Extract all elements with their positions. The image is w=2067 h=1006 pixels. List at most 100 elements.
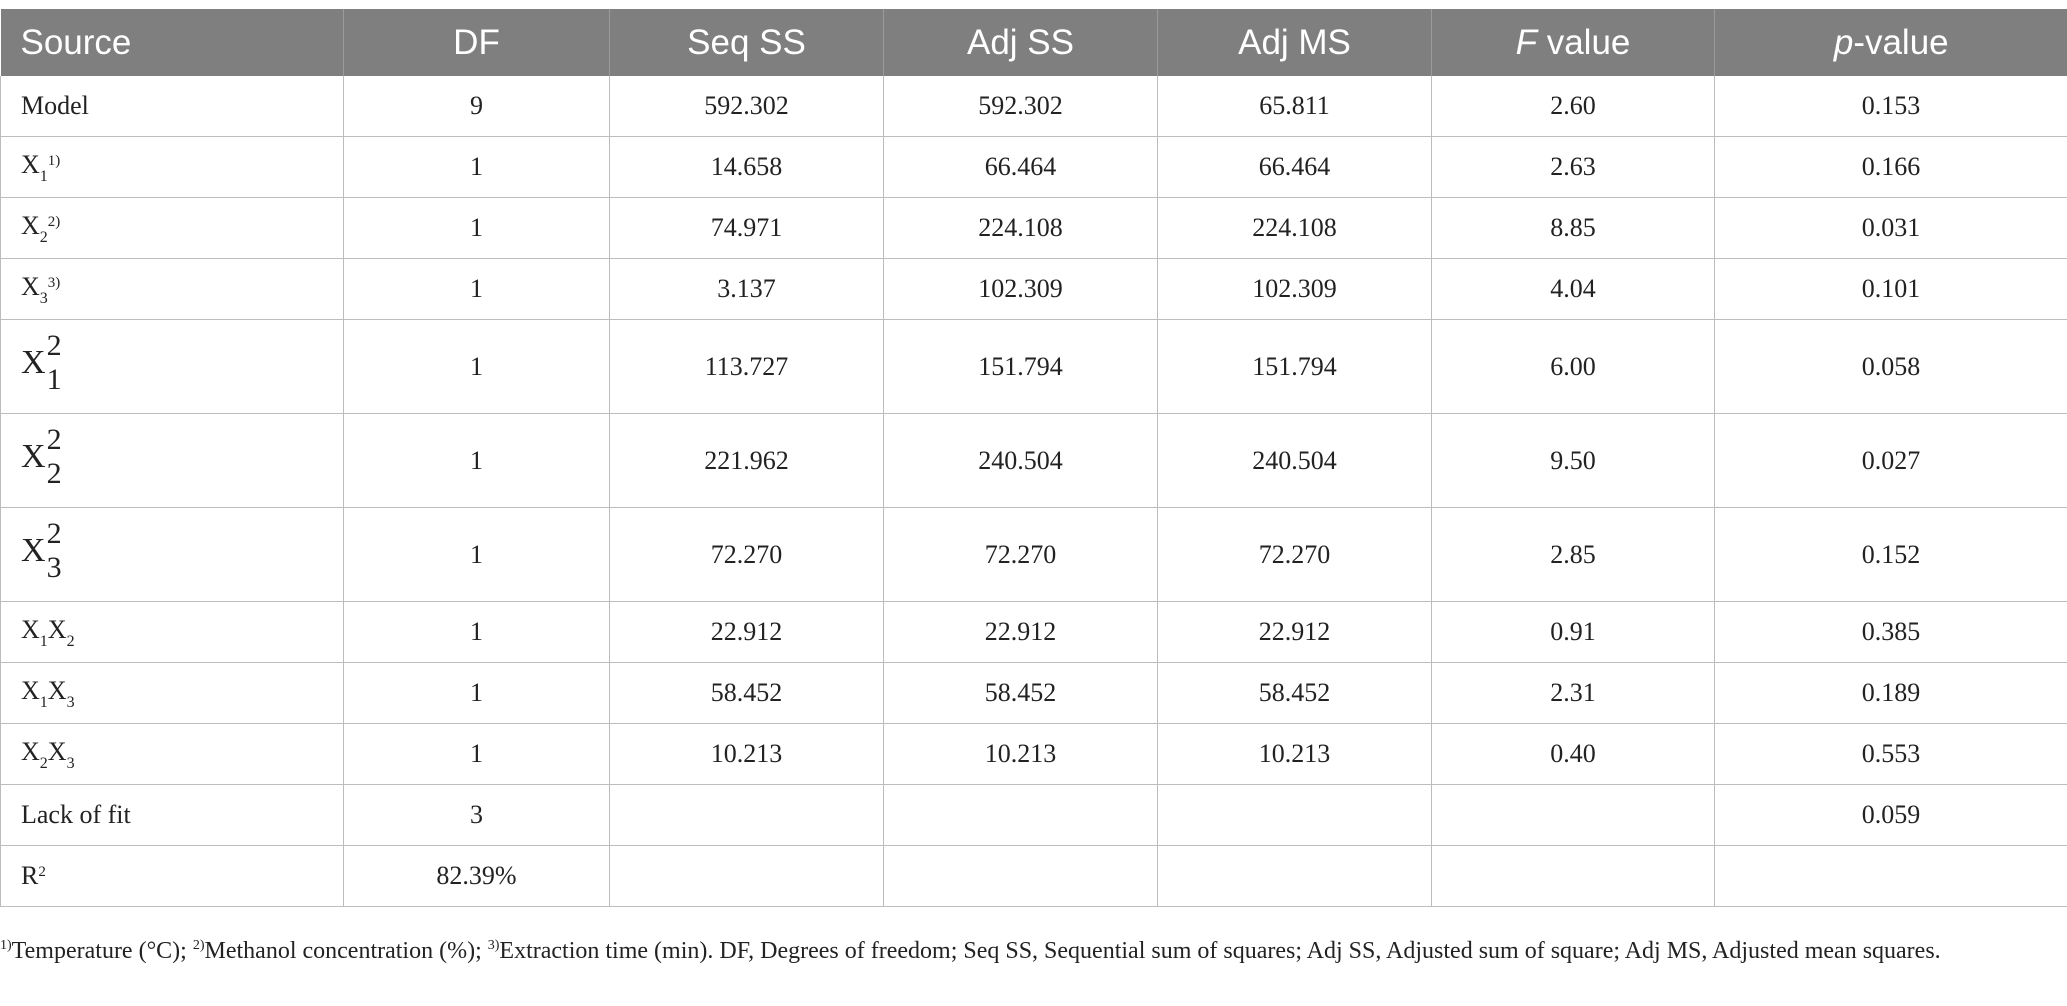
cell-p-value: 0.101 [1714, 258, 2067, 320]
cell-seq-ss: 3.137 [609, 258, 884, 320]
cell-p-value: 0.189 [1714, 662, 2067, 724]
cell-p-value: 0.166 [1714, 136, 2067, 198]
source-var: X [21, 736, 40, 766]
cell-seq-ss: 592.302 [609, 76, 884, 137]
cell-f-value: 9.50 [1431, 413, 1715, 508]
header-p-italic: p [1833, 22, 1854, 62]
cell-adj-ms: 66.464 [1157, 136, 1432, 198]
table-row: X33) 1 3.137 102.309 102.309 4.04 0.101 [0, 258, 2067, 320]
source-var: X [21, 271, 40, 301]
source-var: X [21, 149, 40, 179]
footnote-marker: 2) [47, 214, 61, 231]
table-row: X1X3 1 58.452 58.452 58.452 2.31 0.189 [0, 662, 2067, 724]
cell-p-value: 0.385 [1714, 601, 2067, 663]
source-var: X [21, 675, 40, 705]
source-subscript: 1 [39, 633, 48, 651]
cell-adj-ms: 151.794 [1157, 319, 1432, 414]
table-row: R2 82.39% [0, 845, 2067, 907]
cell-source: X1X3 [0, 662, 344, 724]
cell-adj-ms: 22.912 [1157, 601, 1432, 663]
source-superscript: 2 [46, 422, 62, 456]
source-var: R [21, 861, 39, 890]
cell-source: X1X2 [0, 601, 344, 663]
cell-p-value: 0.058 [1714, 319, 2067, 414]
header-p-value: p-value [1714, 9, 2067, 76]
source-subscript: 3 [39, 290, 48, 308]
header-f-rest: value [1536, 22, 1631, 62]
header-row: Source DF Seq SS Adj SS Adj MS F value p… [0, 9, 2067, 76]
footnote-marker: 3) [47, 275, 61, 292]
cell-adj-ss: 22.912 [883, 601, 1158, 663]
cell-f-value: 2.60 [1431, 76, 1715, 137]
table-row: X11) 1 14.658 66.464 66.464 2.63 0.166 [0, 136, 2067, 198]
cell-adj-ms: 65.811 [1157, 76, 1432, 137]
cell-df: 1 [343, 507, 610, 602]
source-subscript-2: 3 [66, 755, 75, 773]
cell-seq-ss: 113.727 [609, 319, 884, 414]
source-subscript: 2 [39, 229, 48, 247]
cell-source: Lack of fit [0, 784, 344, 846]
footnote-marker-1: 1) [0, 938, 12, 953]
cell-f-value: 0.91 [1431, 601, 1715, 663]
cell-source: R2 [0, 845, 344, 907]
cell-seq-ss: 10.213 [609, 723, 884, 785]
source-var: X [21, 210, 40, 240]
cell-p-value: 0.152 [1714, 507, 2067, 602]
cell-seq-ss: 74.971 [609, 197, 884, 259]
source-subscript-2: 2 [66, 633, 75, 651]
cell-adj-ss: 58.452 [883, 662, 1158, 724]
cell-f-value: 2.31 [1431, 662, 1715, 724]
header-f-italic: F [1515, 22, 1537, 62]
footnote-text-1: Temperature (°C); [11, 938, 193, 964]
source-subscript: 2 [39, 755, 48, 773]
footnote-marker: 1) [47, 153, 61, 170]
cell-f-value [1431, 784, 1715, 846]
source-subscript: 3 [46, 550, 62, 584]
cell-f-value: 0.40 [1431, 723, 1715, 785]
table-row: Model 9 592.302 592.302 65.811 2.60 0.15… [0, 76, 2067, 137]
cell-f-value: 6.00 [1431, 319, 1715, 414]
header-adj-ms: Adj MS [1157, 9, 1432, 76]
table-row: X2X3 1 10.213 10.213 10.213 0.40 0.553 [0, 723, 2067, 785]
cell-adj-ss: 151.794 [883, 319, 1158, 414]
header-p-rest: -value [1853, 22, 1949, 62]
anova-table: Source DF Seq SS Adj SS Adj MS F value p… [0, 9, 2067, 907]
header-source: Source [0, 9, 344, 76]
cell-f-value: 4.04 [1431, 258, 1715, 320]
cell-seq-ss [609, 845, 884, 907]
cell-adj-ss: 224.108 [883, 197, 1158, 259]
cell-df: 1 [343, 413, 610, 508]
footnote-marker-2: 2) [192, 938, 205, 953]
header-seq-ss: Seq SS [609, 9, 884, 76]
cell-adj-ms: 58.452 [1157, 662, 1432, 724]
cell-seq-ss: 14.658 [609, 136, 884, 198]
cell-adj-ms: 224.108 [1157, 197, 1432, 259]
cell-adj-ss [883, 845, 1158, 907]
cell-adj-ss: 240.504 [883, 413, 1158, 508]
source-subscript: 1 [39, 694, 48, 712]
source-superscript: 2 [46, 328, 62, 362]
cell-source: X2X3 [0, 723, 344, 785]
cell-adj-ms: 72.270 [1157, 507, 1432, 602]
source-superscript: 2 [38, 864, 46, 881]
cell-df: 1 [343, 662, 610, 724]
cell-adj-ss [883, 784, 1158, 846]
cell-adj-ss: 66.464 [883, 136, 1158, 198]
table-row: X1X2 1 22.912 22.912 22.912 0.91 0.385 [0, 601, 2067, 663]
cell-p-value: 0.153 [1714, 76, 2067, 137]
cell-adj-ms [1157, 784, 1432, 846]
cell-df: 1 [343, 601, 610, 663]
cell-adj-ss: 592.302 [883, 76, 1158, 137]
table-row: Lack of fit 3 0.059 [0, 784, 2067, 846]
cell-seq-ss: 22.912 [609, 601, 884, 663]
cell-p-value: 0.027 [1714, 413, 2067, 508]
cell-source: X11) [0, 136, 344, 198]
source-var: X [21, 614, 40, 644]
source-var: X [21, 437, 46, 475]
